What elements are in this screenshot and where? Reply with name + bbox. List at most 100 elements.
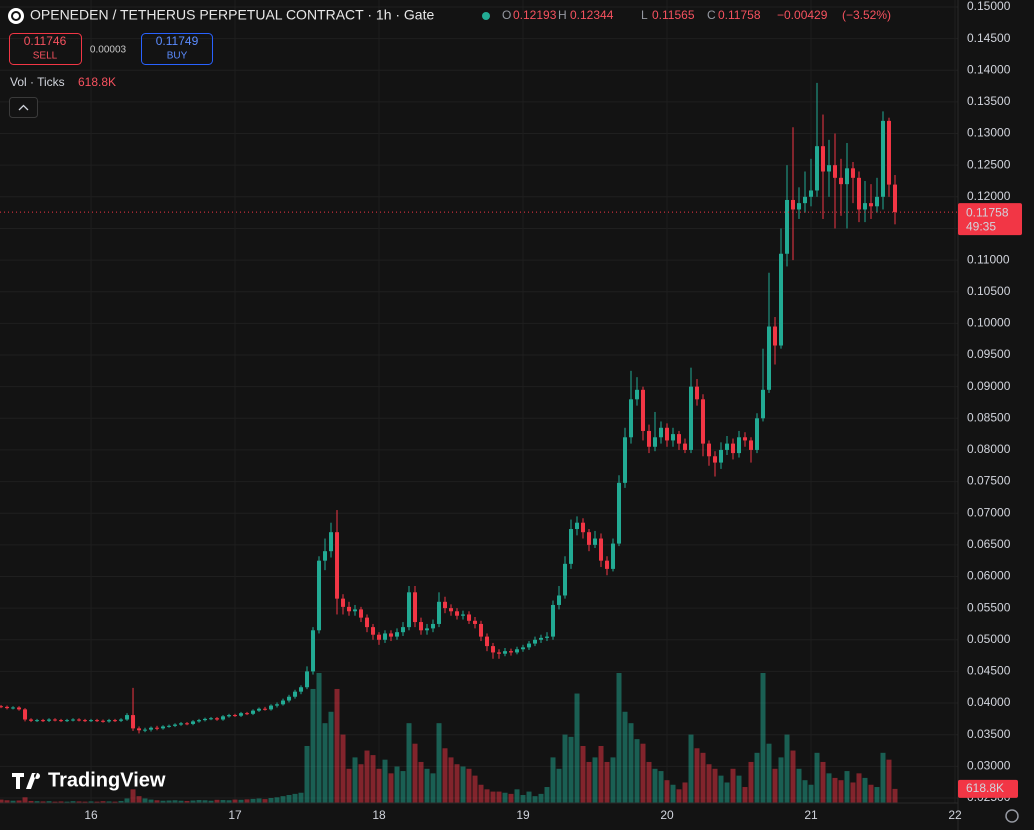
ohlc-label: H xyxy=(558,8,567,22)
candle-body xyxy=(239,713,244,716)
buy-button[interactable] xyxy=(141,33,213,65)
candle-body xyxy=(827,165,832,172)
candle-body xyxy=(197,720,202,722)
candle-body xyxy=(413,592,418,623)
candle-body xyxy=(119,719,124,721)
volume-bar xyxy=(322,723,328,803)
volume-bar xyxy=(778,757,784,803)
candle-body xyxy=(551,604,556,637)
volume-bar xyxy=(640,743,646,803)
sell-button[interactable] xyxy=(9,33,82,65)
volume-bar xyxy=(100,801,106,803)
volume-bar xyxy=(442,748,448,803)
collapse-button[interactable] xyxy=(9,97,38,118)
volume-bar xyxy=(868,784,874,803)
watermark: TradingView xyxy=(48,769,166,791)
ohlc-value: 0.11758 xyxy=(718,8,761,22)
volume-bar xyxy=(826,773,832,803)
volume-bar xyxy=(364,750,370,803)
volume-bar xyxy=(652,768,658,803)
candle-body xyxy=(707,443,712,457)
volume-bar xyxy=(58,801,64,803)
candle-body xyxy=(83,720,88,722)
candle-layer xyxy=(0,82,898,734)
candle-body xyxy=(419,622,424,631)
candle-body xyxy=(101,720,106,722)
x-tick-label: 16 xyxy=(84,808,98,822)
y-tick-label: 0.10500 xyxy=(967,284,1011,298)
volume-bar xyxy=(418,761,424,803)
candle-body xyxy=(821,146,826,172)
candle-body xyxy=(599,538,604,561)
y-tick-label: 0.08500 xyxy=(967,410,1011,424)
candle-body xyxy=(809,190,814,197)
candle-body xyxy=(797,203,802,210)
y-tick-label: 0.04500 xyxy=(967,664,1011,678)
candle-body xyxy=(533,639,538,644)
volume-bar xyxy=(88,801,94,803)
volume-bar xyxy=(592,757,598,803)
candle-body xyxy=(35,720,40,722)
volume-bar xyxy=(124,798,130,803)
volume-bar xyxy=(490,791,496,803)
y-tick-label: 0.07000 xyxy=(967,505,1011,519)
candle-body xyxy=(845,168,850,185)
volume-bar xyxy=(202,800,208,803)
volume-bar xyxy=(244,799,250,803)
buy-label: BUY xyxy=(167,51,188,62)
last-price-box xyxy=(958,203,1022,236)
y-tick-label: 0.14000 xyxy=(967,62,1011,76)
candle-body xyxy=(719,449,724,463)
volume-bar xyxy=(634,739,640,803)
volume-bar xyxy=(286,795,292,803)
y-tick-label: 0.12000 xyxy=(967,189,1011,203)
volume-bar xyxy=(838,780,844,803)
candle-body xyxy=(581,522,586,533)
volume-box xyxy=(958,779,1018,798)
settings-icon[interactable] xyxy=(1005,809,1019,823)
candle-body xyxy=(401,627,406,633)
volume-bar xyxy=(478,784,484,803)
candle-body xyxy=(113,720,118,722)
candle-body xyxy=(269,705,274,710)
candle-body xyxy=(455,611,460,616)
candle-body xyxy=(839,177,844,185)
volume-bar xyxy=(568,736,574,803)
candle-body xyxy=(563,563,568,596)
volume-bar xyxy=(106,801,112,803)
candle-body xyxy=(701,399,706,444)
candle-body xyxy=(689,386,694,450)
y-tick-label: 0.14500 xyxy=(967,31,1011,45)
candle-body xyxy=(233,715,238,717)
market-status xyxy=(482,12,490,20)
volume-bar xyxy=(628,723,634,803)
volume-bar xyxy=(484,789,490,803)
candle-body xyxy=(11,707,16,709)
volume-bar xyxy=(844,771,850,803)
volume-bar xyxy=(316,673,322,803)
ohlc-label: L xyxy=(641,8,648,22)
volume-bar xyxy=(502,792,508,803)
volume-bar xyxy=(736,775,742,803)
candle-body xyxy=(539,637,544,640)
volume-bar xyxy=(706,764,712,803)
volume-bar xyxy=(766,743,772,803)
candle-body xyxy=(251,710,256,714)
x-tick-label: 18 xyxy=(372,808,386,822)
volume-bar xyxy=(334,688,340,803)
volume-bar xyxy=(46,801,52,803)
volume-bar xyxy=(430,773,436,803)
candle-body xyxy=(443,601,448,609)
volume-bar xyxy=(70,801,76,803)
volume-bar xyxy=(550,757,556,803)
candle-body xyxy=(803,196,808,204)
candle-body xyxy=(173,724,178,726)
volume-bar xyxy=(130,789,136,803)
candle-body xyxy=(593,538,598,545)
candle-body xyxy=(713,456,718,463)
volume-bar xyxy=(820,761,826,803)
x-tick-label: 22 xyxy=(948,808,962,822)
candle-body xyxy=(875,196,880,207)
candle-body xyxy=(191,721,196,724)
